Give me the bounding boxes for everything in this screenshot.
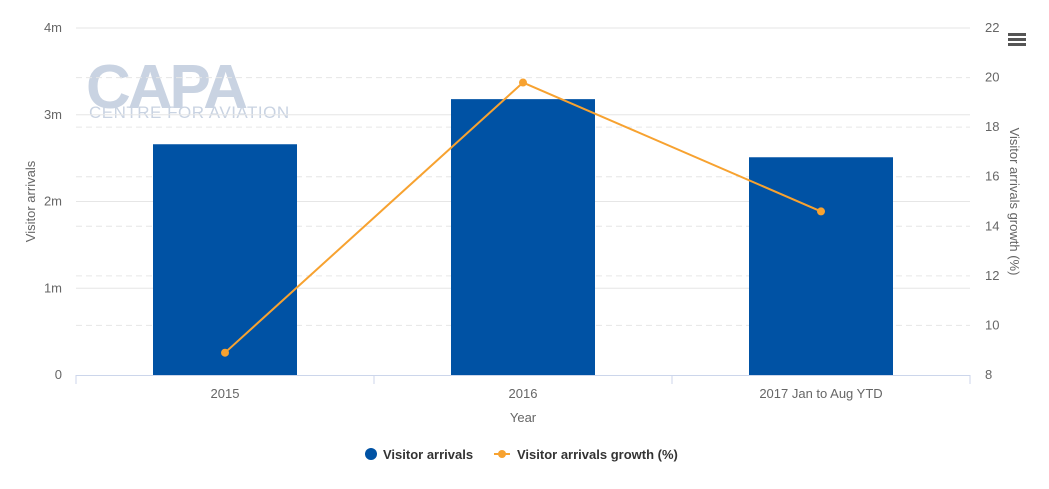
bar-visitor-arrivals xyxy=(153,144,297,375)
y-left-tick-label: 3m xyxy=(44,107,62,122)
y-right-tick-label: 20 xyxy=(985,70,999,85)
legend-symbol-visitor-arrivals-growth xyxy=(498,450,506,458)
chart-menu-hamburger-icon[interactable] xyxy=(1008,33,1026,46)
legend-label-visitor-arrivals: Visitor arrivals xyxy=(383,447,473,462)
capa-watermark-logo: CAPA CENTRE FOR AVIATION xyxy=(86,53,290,122)
point-visitor-arrivals-growth xyxy=(221,348,229,357)
y-left-tick-label: 4m xyxy=(44,20,62,35)
bars-layer xyxy=(153,99,893,375)
bar-visitor-arrivals xyxy=(451,99,595,375)
y-left-tick-label: 2m xyxy=(44,194,62,209)
x-tick-label: 2017 Jan to Aug YTD xyxy=(759,386,882,401)
watermark-main-text: CAPA xyxy=(86,53,247,122)
x-tick-label: 2015 xyxy=(211,386,240,401)
legend-label-visitor-arrivals-growth: Visitor arrivals growth (%) xyxy=(517,447,678,462)
line-layer xyxy=(221,78,825,357)
y-left-axis-title: Visitor arrivals xyxy=(23,160,38,242)
y-right-tick-label: 12 xyxy=(985,268,999,283)
y-right-tick-label: 14 xyxy=(985,218,999,233)
y-right-tick-label: 18 xyxy=(985,119,999,134)
point-visitor-arrivals-growth xyxy=(817,207,825,216)
legend: Visitor arrivals Visitor arrivals growth … xyxy=(365,447,678,462)
y-left-tick-label: 0 xyxy=(55,367,62,382)
point-visitor-arrivals-growth xyxy=(519,78,527,87)
y-left-tick-label: 1m xyxy=(44,280,62,295)
bar-visitor-arrivals xyxy=(749,157,893,375)
y-right-axis-title: Visitor arrivals growth (%) xyxy=(1007,128,1022,276)
axes-layer: 0 1m 2m 3m 4m 8 10 12 14 16 18 20 22 2015 2016 2017 Jan… xyxy=(23,20,1022,425)
y-right-tick-label: 10 xyxy=(985,317,999,332)
y-right-tick-label: 22 xyxy=(985,20,999,35)
legend-symbol-visitor-arrivals xyxy=(365,448,377,460)
x-axis-title: Year xyxy=(510,410,537,425)
x-tick-label: 2016 xyxy=(509,386,538,401)
y-right-tick-label: 8 xyxy=(985,367,992,382)
watermark-sub-text: CENTRE FOR AVIATION xyxy=(89,103,290,122)
y-right-tick-label: 16 xyxy=(985,169,999,184)
